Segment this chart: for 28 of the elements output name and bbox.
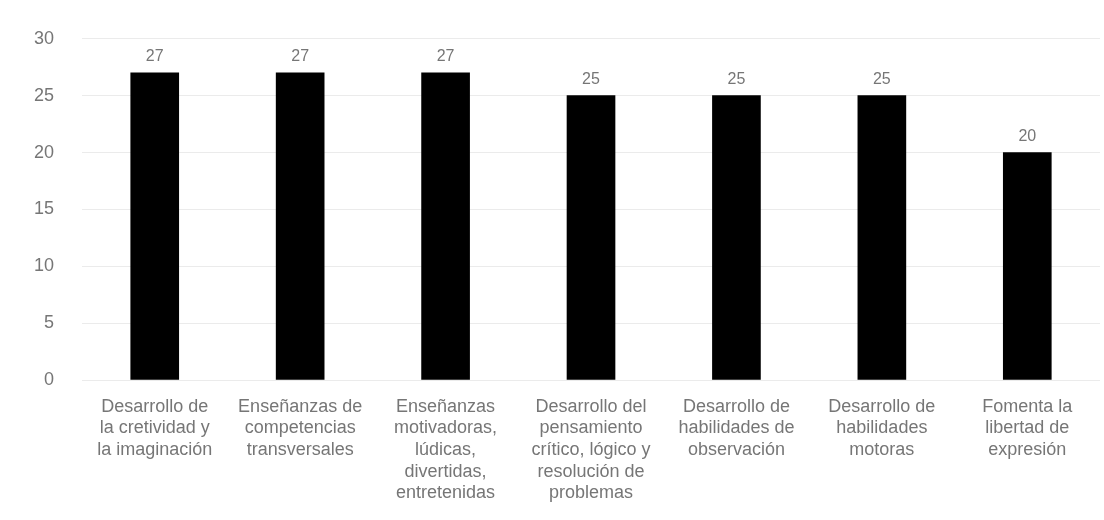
x-tick-label: Desarrollo de la cretividad y la imaginación xyxy=(97,395,213,459)
data-label: 25 xyxy=(727,70,746,88)
bar xyxy=(275,72,325,380)
bar xyxy=(130,72,180,380)
data-label: 27 xyxy=(145,47,164,65)
y-tick-label: 15 xyxy=(33,198,55,219)
x-tick-label: Desarrollo de habilidades de observación xyxy=(678,395,795,459)
bar xyxy=(857,95,907,380)
x-tick-label: Fomenta la libertad de expresión xyxy=(982,395,1074,459)
bar xyxy=(1002,152,1052,380)
data-label: 25 xyxy=(872,70,891,88)
y-tick-label: 25 xyxy=(33,84,55,105)
bar xyxy=(421,72,470,380)
data-label: 25 xyxy=(582,70,601,88)
y-tick-label: 20 xyxy=(33,141,55,162)
bar xyxy=(566,95,616,380)
x-tick-label: Enseñanzas motivadoras, lúdicas, divertidas, entretenidas xyxy=(394,395,498,503)
y-tick-label: 10 xyxy=(33,255,55,276)
y-tick-label: 5 xyxy=(44,312,55,333)
bar xyxy=(712,95,761,380)
x-tick-label: Enseñanzas de competencias transversales xyxy=(238,395,363,459)
y-tick-label: 30 xyxy=(33,27,55,48)
y-tick-label: 0 xyxy=(44,368,55,389)
data-label: 20 xyxy=(1018,126,1037,144)
x-tick-label: Desarrollo del pensamiento crítico, lógico y resolución de problemas xyxy=(531,395,651,503)
data-label: 27 xyxy=(436,47,455,65)
x-tick-label: Desarrollo de habilidades motoras xyxy=(828,395,936,459)
data-label: 27 xyxy=(291,47,310,65)
